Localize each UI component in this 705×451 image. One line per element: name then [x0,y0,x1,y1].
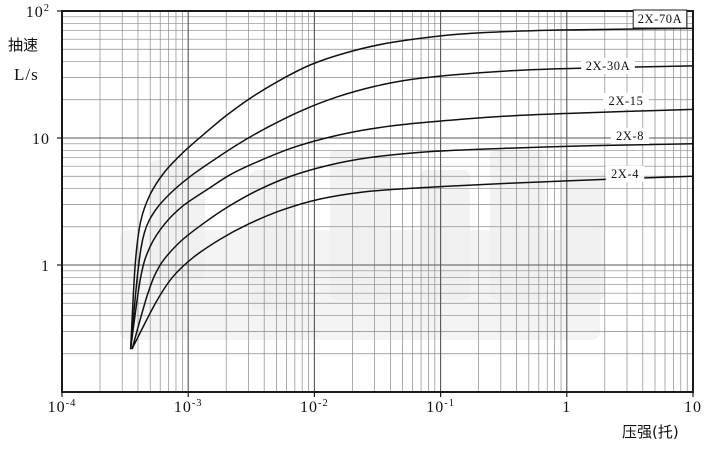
curve-label-2x-70a: 2X-70A [638,12,683,26]
watermark [120,150,605,340]
x-axis-label: 压强(托) [622,423,679,441]
plot-frame [61,10,694,393]
x-tick-label-5: 10 [684,399,702,416]
curve-2x-4 [131,175,694,350]
x-tick-label-4: 1 [562,399,571,416]
curve-label-2x-4: 2X-4 [611,167,639,181]
curve-label-backdrop [581,58,635,74]
curve-label-2x-8: 2X-8 [616,129,644,143]
curve-2x-15 [129,108,694,350]
curve-2x-8 [131,143,694,350]
curve-2x-70a [129,27,694,350]
curve-2x-30a [129,65,694,350]
y-axis-label-line1: 抽速 [8,36,38,54]
x-tick-label-3: 10-1 [426,398,455,416]
x-tick-label-2: 10-2 [300,398,329,416]
minor-gridlines [62,11,693,392]
data-curves [129,27,694,350]
x-tick-labels: 10-4 10-3 10-2 10-1 1 10 [48,398,702,416]
x-tick-label-0: 10-4 [48,398,77,416]
x-tick-label-1: 10-3 [174,398,203,416]
axis-ticks [57,10,694,397]
curve-label-2x-15: 2X-15 [609,94,644,108]
y-tick-label-1: 10 [32,131,50,148]
curve-label-backdrop [603,93,649,109]
curve-labels: 2X-70A 2X-30A 2X-15 2X-8 2X-4 [581,9,688,182]
curve-label-backdrop [632,9,688,29]
y-tick-label-2: 1 [41,258,50,275]
y-axis-label-line2: L/s [14,65,39,84]
curve-label-2x-30a: 2X-30A [586,59,631,73]
y-tick-labels: 102 10 1 [26,3,50,275]
curve-label-backdrop [605,166,645,182]
y-tick-label-0: 102 [26,3,50,21]
curve-label-backdrop [610,128,650,144]
